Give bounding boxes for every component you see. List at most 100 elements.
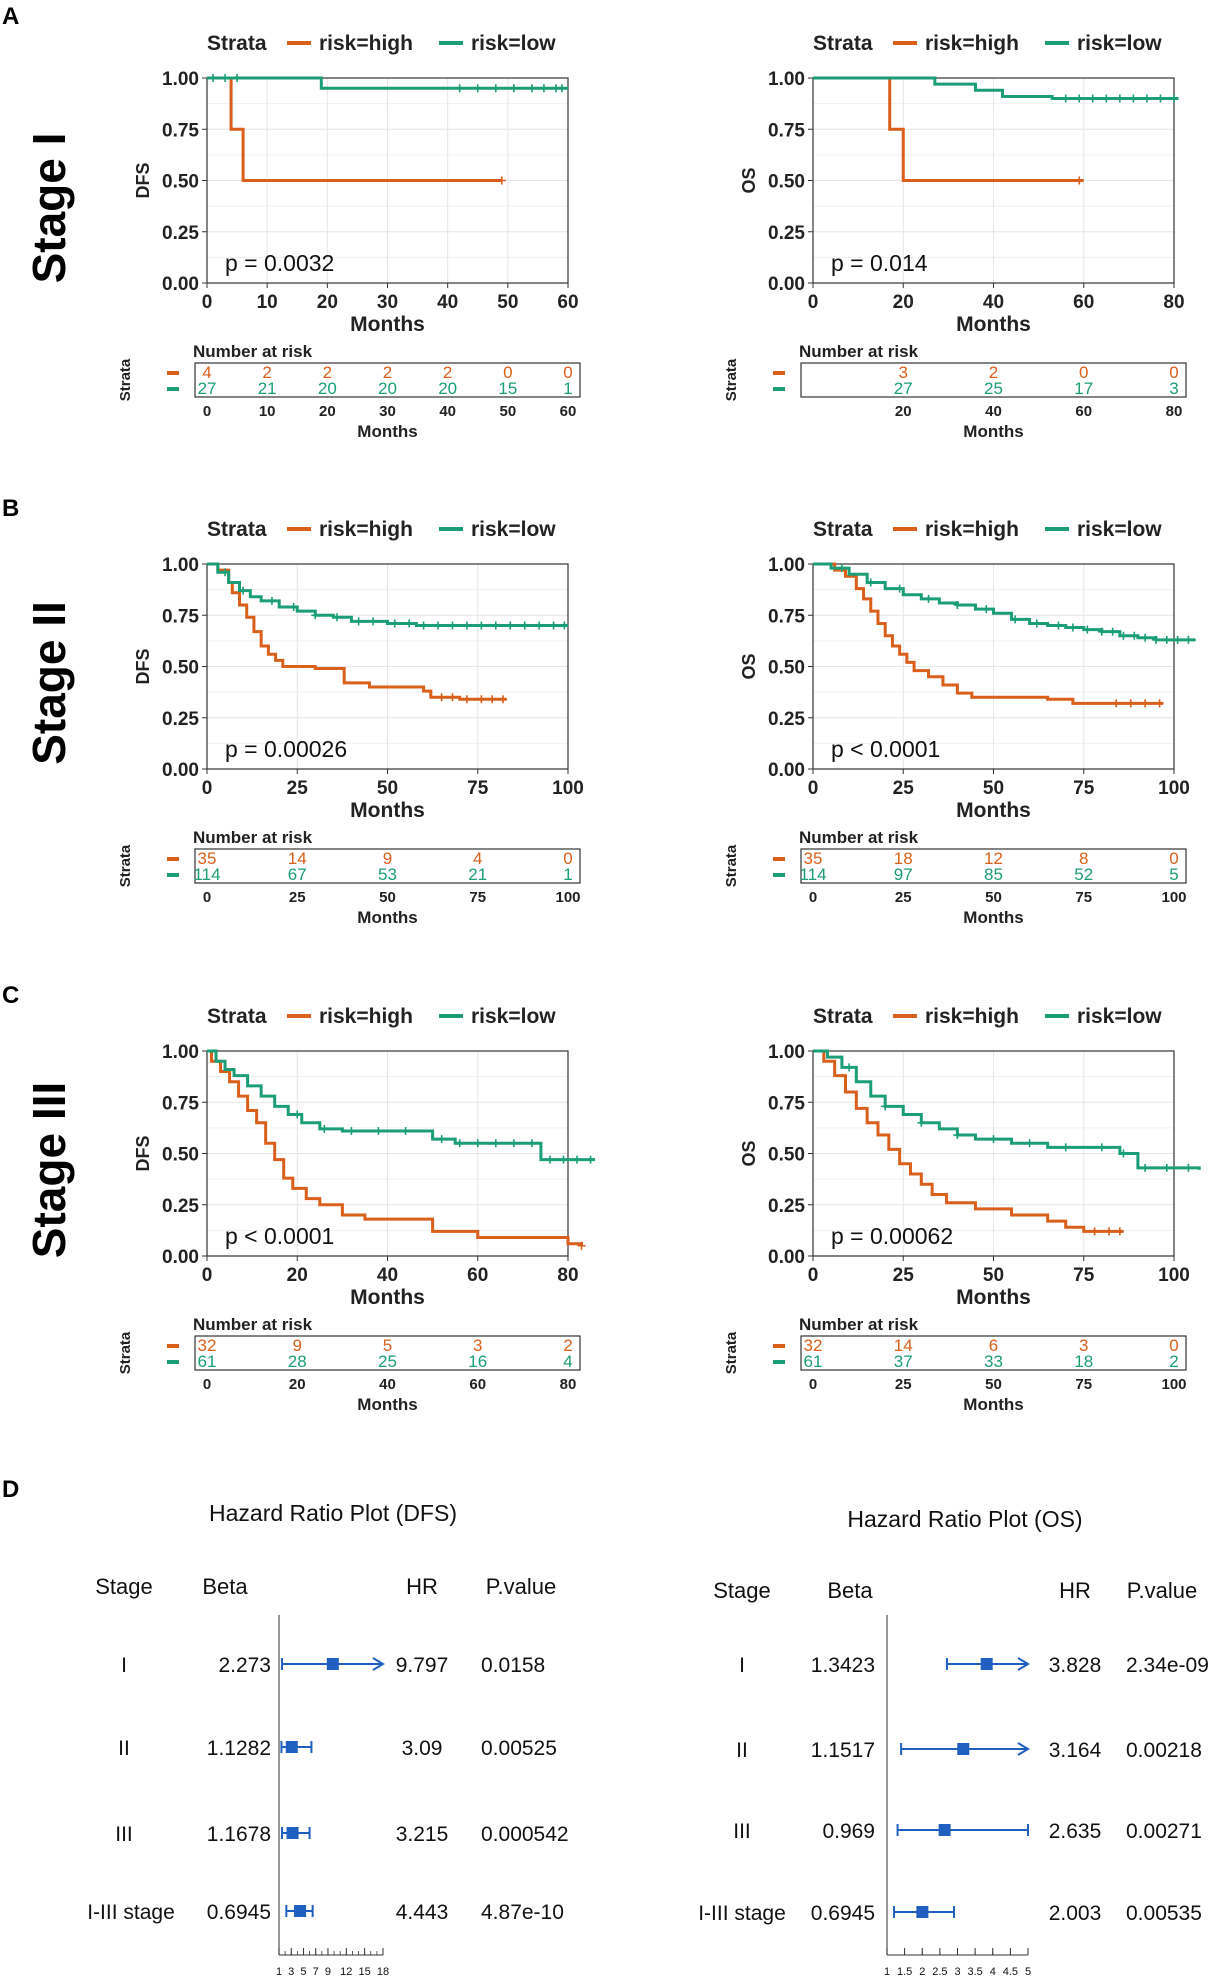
x-tick-label: 50: [497, 292, 518, 313]
censor-mark-low: [1032, 619, 1041, 628]
ci-arrow: [1017, 1742, 1030, 1756]
censor-mark-high: [499, 695, 508, 704]
risk-x-tick-label: 0: [203, 403, 211, 420]
legend-title: Strata: [207, 518, 267, 541]
risk-count-low: 3: [1169, 379, 1178, 398]
risk-count-high: 3: [899, 363, 908, 382]
censor-mark-low: [209, 74, 218, 82]
risk-x-tick-label: 20: [289, 1376, 306, 1393]
y-tick-label: 0.75: [768, 606, 805, 627]
km-curve-low: [813, 1049, 1201, 1170]
header-pvalue: P.value: [486, 1574, 557, 1599]
p-value: p < 0.0001: [225, 1223, 334, 1249]
y-axis-title: DFS: [133, 649, 153, 685]
legend-label-high: risk=high: [319, 1005, 413, 1028]
y-tick-label: 0.75: [768, 1093, 805, 1114]
risk-count-low: 52: [1074, 865, 1093, 884]
censor-mark-low: [953, 1131, 962, 1140]
risk-x-tick-label: 50: [985, 889, 1002, 906]
y-tick-label: 1.00: [768, 69, 805, 90]
risk-x-tick-label: 80: [560, 1376, 577, 1393]
censor-mark-low: [506, 621, 515, 630]
risk-count-high: 0: [563, 363, 572, 382]
censor-mark-low: [520, 621, 529, 630]
legend-label-low: risk=low: [471, 1005, 556, 1028]
y-tick-label: 0.25: [768, 709, 805, 730]
censor-mark-low: [293, 1110, 302, 1119]
censor-mark-high: [1075, 176, 1084, 185]
y-tick-label: 0.25: [162, 1196, 199, 1217]
censor-mark-low: [1088, 94, 1097, 103]
panel-letter-b: B: [2, 495, 19, 522]
risk-count-low: 20: [378, 379, 397, 398]
risk-strata-label: Strata: [117, 358, 134, 401]
row-beta: 2.273: [218, 1654, 271, 1677]
row-beta: 1.1517: [811, 1739, 875, 1762]
ci-arrow: [372, 1657, 385, 1671]
risk-x-tick-label: 40: [379, 1376, 396, 1393]
row-hr: 4.443: [396, 1901, 449, 1924]
y-tick-label: 0.75: [162, 120, 199, 141]
censor-mark-low: [917, 1118, 926, 1127]
risk-count-low: 5: [1169, 865, 1178, 884]
risk-x-tick-label: 0: [203, 889, 211, 906]
risk-strata-label: Strata: [723, 844, 740, 887]
forest-tick-label: 7: [313, 1966, 319, 1978]
row-pvalue: 0.000542: [481, 1823, 569, 1846]
risk-count-low: 21: [258, 379, 277, 398]
risk-table-frame: [194, 1335, 581, 1371]
risk-table-title: Number at risk: [799, 342, 919, 361]
censor-mark-low: [233, 74, 242, 82]
censor-mark-low: [390, 619, 399, 628]
km-curve-high: [813, 562, 1164, 705]
y-tick-label: 0.75: [768, 120, 805, 141]
censor-mark-low: [1170, 94, 1178, 103]
censor-mark-low: [448, 621, 457, 630]
legend-label-low: risk=low: [1077, 32, 1162, 55]
censor-mark-low: [1075, 94, 1084, 103]
legend-label-low: risk=low: [471, 32, 556, 55]
risk-strata-label: Strata: [723, 1331, 740, 1374]
risk-x-axis-title: Months: [963, 422, 1023, 441]
risk-count-high: 2: [383, 363, 392, 382]
panel-letter-d: D: [2, 1476, 19, 1503]
y-tick-label: 1.00: [162, 1042, 199, 1063]
x-tick-label: 50: [983, 1265, 1004, 1286]
censor-mark-low: [491, 621, 500, 630]
censor-mark-high: [577, 1241, 586, 1250]
x-tick-label: 75: [1073, 1265, 1095, 1286]
censor-mark-low: [1184, 635, 1193, 644]
risk-count-low: 18: [1074, 1352, 1093, 1371]
risk-strata-label: Strata: [117, 844, 134, 887]
censor-mark-low: [557, 84, 566, 93]
risk-x-tick-label: 60: [469, 1376, 486, 1393]
row-stage: II: [118, 1737, 130, 1760]
p-value: p = 0.00062: [831, 1223, 953, 1249]
censor-mark-low: [320, 1124, 329, 1133]
risk-count-low: 25: [378, 1352, 397, 1371]
risk-count-low: 1: [563, 865, 572, 884]
censor-mark-low: [953, 601, 962, 609]
censor-mark-low: [881, 1102, 890, 1111]
y-axis-title: OS: [739, 167, 759, 193]
risk-strata-label: Strata: [117, 1331, 134, 1374]
censor-mark-high: [488, 695, 497, 704]
panel-letter-a: A: [2, 3, 19, 30]
hr-point: [980, 1658, 993, 1670]
hr-point: [916, 1906, 929, 1918]
risk-x-tick-label: 30: [379, 403, 396, 420]
row-stage: III: [115, 1823, 133, 1846]
y-tick-label: 0.50: [162, 658, 199, 679]
row-stage: I-III stage: [87, 1901, 175, 1924]
y-tick-label: 0.00: [768, 760, 805, 781]
risk-count-high: 4: [202, 363, 211, 382]
y-axis-title: OS: [739, 1140, 759, 1166]
p-value: p = 0.00026: [225, 736, 347, 762]
censor-mark-low: [1151, 635, 1160, 644]
x-axis-title: Months: [956, 313, 1031, 336]
censor-mark-low: [369, 617, 378, 626]
y-tick-label: 0.50: [162, 1145, 199, 1166]
risk-count-low: 15: [498, 379, 517, 398]
x-tick-label: 20: [893, 292, 914, 313]
ci-arrow: [1017, 1657, 1030, 1671]
